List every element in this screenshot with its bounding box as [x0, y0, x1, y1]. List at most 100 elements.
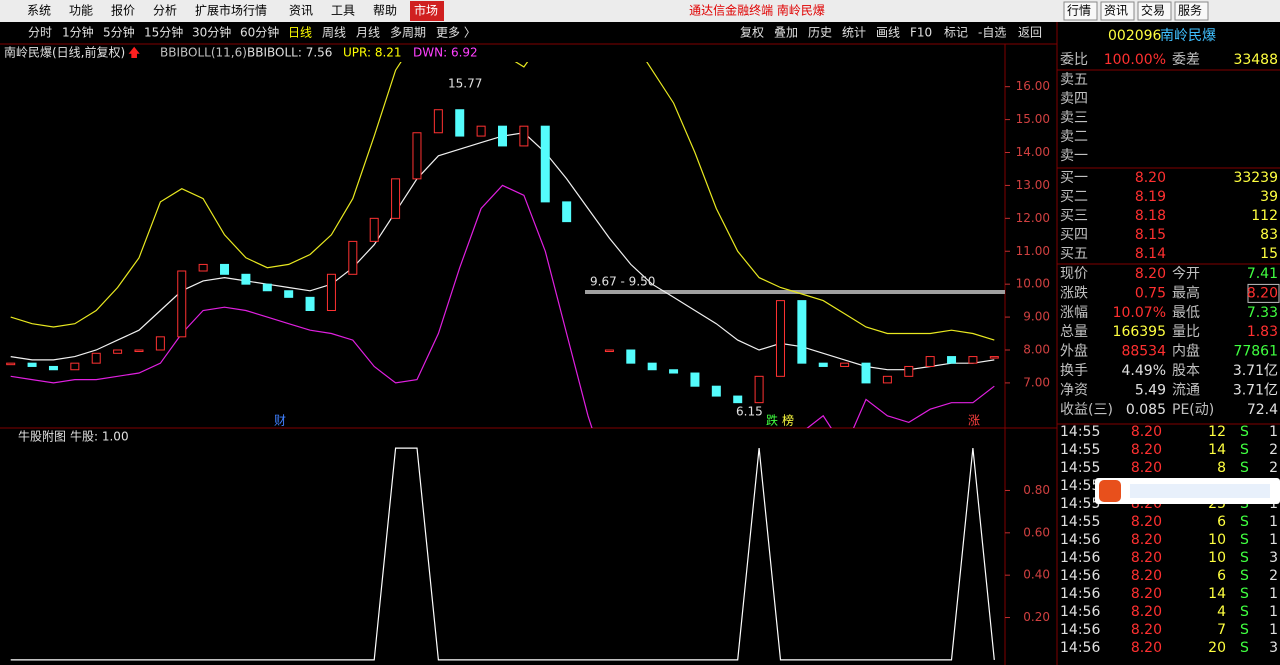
menu-item[interactable]: 资讯 [289, 4, 313, 18]
tool-button[interactable]: 返回 [1018, 26, 1042, 40]
tape-cell: 6 [1217, 568, 1226, 584]
label: 南岭民爆(日线,前复权) [4, 45, 125, 60]
quote-text: 收益(三) [1060, 402, 1113, 418]
period-tab[interactable]: 分时 [28, 26, 52, 40]
tool-button[interactable]: 画线 [876, 26, 900, 40]
menu-item[interactable]: 系统 [27, 4, 51, 18]
menu-item[interactable]: 报价 [111, 3, 135, 18]
tool-button[interactable]: 统计 [842, 26, 866, 40]
tape-cell: 1 [1269, 586, 1278, 602]
tape-cell: 8.20 [1131, 568, 1162, 584]
tape-cell: S [1240, 460, 1249, 476]
quote-text: 净资 [1060, 382, 1088, 398]
period-tab[interactable]: 1分钟 [62, 25, 94, 40]
event-marker: 榜 [782, 413, 794, 428]
period-tab[interactable]: 月线 [356, 26, 380, 40]
event-marker: 跌 [766, 413, 778, 428]
label: DWN: 6.92 [413, 46, 478, 60]
tape-cell: 8.20 [1131, 604, 1162, 620]
indicator-line [10, 62, 995, 341]
period-tab[interactable]: 5分钟 [103, 25, 135, 40]
ime-logo [1099, 480, 1121, 502]
tape-cell: 10 [1208, 532, 1226, 548]
menu-item[interactable]: 帮助 [373, 4, 397, 18]
candle [797, 300, 807, 364]
candle [690, 372, 700, 387]
tool-button[interactable]: 历史 [808, 26, 832, 40]
quote-text: 0.085 [1126, 402, 1166, 418]
tape-cell: 3 [1269, 550, 1278, 566]
y-tick-label: 0.40 [1023, 568, 1050, 582]
quote-text: 83 [1260, 227, 1278, 243]
menu-item[interactable]: 工具 [331, 4, 355, 18]
tape-cell: 8.20 [1131, 550, 1162, 566]
quote-text: 7.41 [1247, 266, 1278, 282]
menu-item[interactable]: 扩展市场行情 [195, 3, 267, 18]
quote-text: 8.20 [1247, 285, 1278, 301]
menu-item[interactable]: 分析 [153, 4, 177, 18]
menu-active-bg [410, 1, 444, 21]
candle [775, 300, 785, 377]
candle [669, 369, 679, 374]
period-tab[interactable]: 周线 [322, 26, 346, 40]
period-tab[interactable]: 日线 [288, 26, 312, 40]
candle [476, 125, 486, 137]
label: BBIBOLL(11,6) [160, 46, 247, 60]
quote-text: 1.83 [1247, 324, 1278, 340]
tape-cell: 14:55 [1060, 496, 1100, 512]
candle [369, 217, 379, 242]
tool-button[interactable]: 复权 [740, 26, 764, 40]
candle [968, 356, 978, 364]
y-tick-label: 13.00 [1016, 178, 1050, 192]
period-tab[interactable]: 更多 〉 [436, 26, 476, 40]
indicator-line [10, 132, 995, 371]
tape-cell: S [1240, 604, 1249, 620]
tool-button[interactable]: F10 [910, 26, 932, 40]
tape-cell: 2 [1269, 568, 1278, 584]
tape-cell: 8.20 [1131, 640, 1162, 656]
range-label: 9.67 - 9.50 [590, 275, 655, 289]
tape-cell: S [1240, 514, 1249, 530]
menu-button-label[interactable]: 资讯 [1104, 4, 1128, 18]
tape-cell: 8.20 [1131, 442, 1162, 458]
tool-button[interactable]: 叠加 [774, 26, 798, 40]
menu-button [1063, 1, 1098, 21]
candle [754, 375, 764, 404]
quote-text: 今开 [1172, 266, 1200, 282]
menu-item[interactable]: 市场 [414, 3, 438, 18]
period-tab[interactable]: 30分钟 [192, 25, 231, 40]
tape-cell: 4 [1217, 604, 1226, 620]
menu-bar [0, 0, 1280, 22]
tape-cell: 1 [1269, 604, 1278, 620]
candle [711, 385, 721, 397]
candle [562, 201, 572, 223]
candle [284, 290, 294, 298]
period-tab[interactable]: 60分钟 [240, 25, 279, 40]
candle [91, 352, 101, 364]
quote-text: 10.07% [1113, 305, 1166, 321]
tool-button[interactable]: 标记 [944, 26, 968, 40]
period-tab[interactable]: 多周期 [390, 26, 426, 40]
quote-text: 涨幅 [1060, 305, 1088, 321]
quote-text: PE(动) [1172, 402, 1214, 418]
quote-text: 量比 [1172, 324, 1200, 340]
menu-button [1100, 1, 1135, 21]
period-tab[interactable]: 15分钟 [144, 25, 183, 40]
candle [198, 263, 208, 272]
menu-button-label[interactable]: 行情 [1067, 4, 1091, 18]
tape-cell: 8.20 [1131, 622, 1162, 638]
candle [70, 362, 80, 371]
candle [6, 362, 16, 366]
quote-text: 8.20 [1135, 266, 1166, 282]
quote-text: 3.71亿 [1233, 382, 1278, 398]
menu-button-label[interactable]: 服务 [1178, 3, 1202, 18]
quote-text: 买三 [1060, 208, 1088, 224]
tape-cell: 1 [1269, 532, 1278, 548]
quote-text: 112 [1251, 208, 1278, 224]
tool-button[interactable]: -自选 [978, 26, 1006, 40]
menu-item[interactable]: 功能 [69, 4, 93, 18]
tape-cell: 14:56 [1060, 622, 1100, 638]
tape-cell: S [1240, 424, 1249, 440]
tape-cell: 14:56 [1060, 568, 1100, 584]
menu-button-label[interactable]: 交易 [1141, 3, 1165, 18]
